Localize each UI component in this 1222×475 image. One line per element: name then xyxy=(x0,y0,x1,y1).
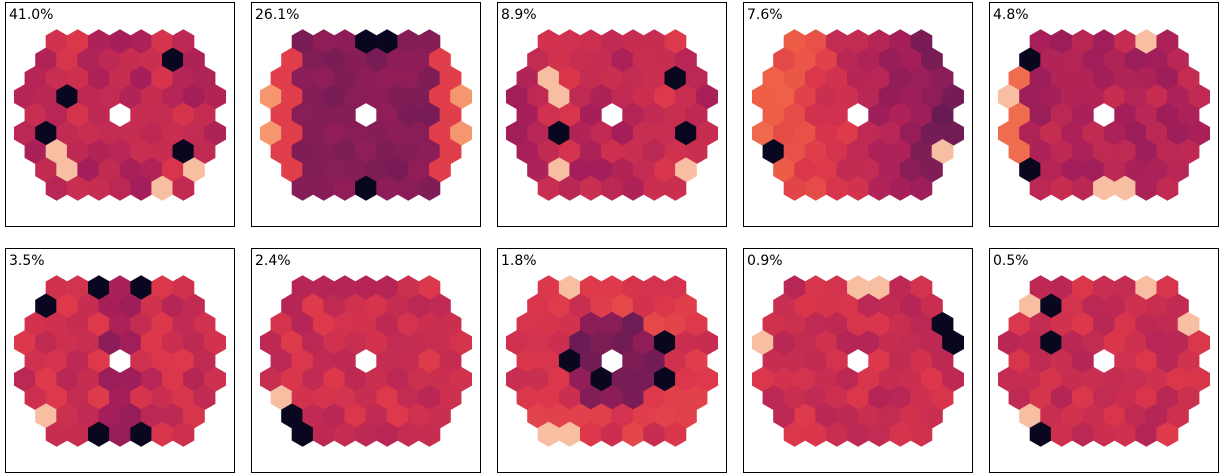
panel-3-label: 8.9% xyxy=(501,7,537,23)
panel-8: 1.8% xyxy=(497,248,727,473)
panel-10-heatmap xyxy=(998,275,1210,447)
panel-6-label: 3.5% xyxy=(9,253,45,269)
panel-5-heatmap xyxy=(998,29,1210,201)
panel-5: 4.8% xyxy=(989,2,1219,227)
panel-5-label: 4.8% xyxy=(993,7,1029,23)
segment-76 xyxy=(910,175,933,201)
segment-76 xyxy=(1156,421,1179,447)
panel-3-heatmap xyxy=(506,29,718,201)
panel-8-label: 1.8% xyxy=(501,253,537,269)
panel-1-heatmap xyxy=(14,29,226,201)
segment-76 xyxy=(172,421,195,447)
panel-7-heatmap xyxy=(260,275,472,447)
panel-1: 41.0% xyxy=(5,2,235,227)
panel-1-label: 41.0% xyxy=(9,7,54,23)
panel-6-heatmap xyxy=(14,275,226,447)
panel-9-heatmap xyxy=(752,275,964,447)
segment-76 xyxy=(664,421,687,447)
panel-3: 8.9% xyxy=(497,2,727,227)
panel-9: 0.9% xyxy=(743,248,973,473)
panel-4: 7.6% xyxy=(743,2,973,227)
panel-10: 0.5% xyxy=(989,248,1219,473)
segment-76 xyxy=(172,175,195,201)
panel-7: 2.4% xyxy=(251,248,481,473)
panel-8-heatmap xyxy=(506,275,718,447)
panel-9-label: 0.9% xyxy=(747,253,783,269)
segment-76 xyxy=(418,421,441,447)
panel-2-heatmap xyxy=(260,29,472,201)
panel-4-label: 7.6% xyxy=(747,7,783,23)
panel-2-label: 26.1% xyxy=(255,7,300,23)
panel-10-label: 0.5% xyxy=(993,253,1029,269)
panel-6: 3.5% xyxy=(5,248,235,473)
segment-76 xyxy=(910,421,933,447)
panel-4-heatmap xyxy=(752,29,964,201)
panel-7-label: 2.4% xyxy=(255,253,291,269)
segment-76 xyxy=(418,175,441,201)
panel-2: 26.1% xyxy=(251,2,481,227)
segment-76 xyxy=(664,175,687,201)
segment-76 xyxy=(1156,175,1179,201)
